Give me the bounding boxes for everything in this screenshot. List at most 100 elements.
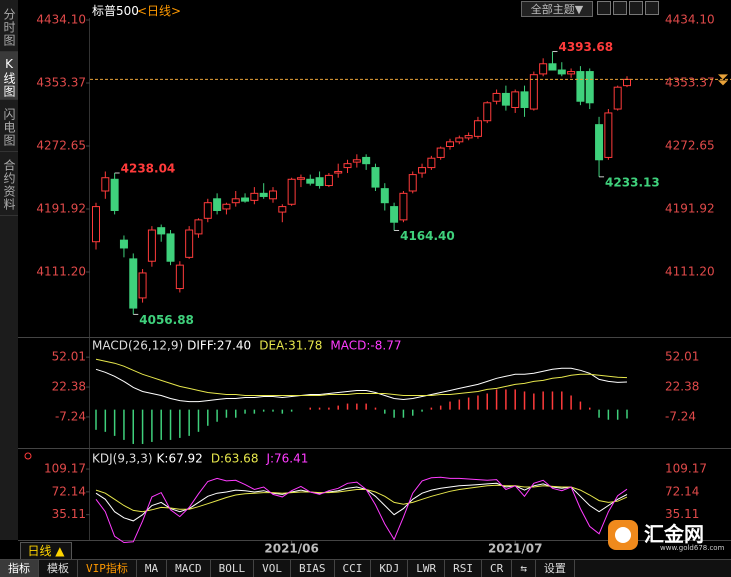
y-tick-label-right: 4191.92: [665, 202, 715, 216]
candle-body: [455, 137, 464, 143]
indicator-tab[interactable]: LWR: [408, 560, 446, 577]
indicator-tab[interactable]: MA: [137, 560, 168, 577]
indicator-tabs: 指标 模板 VIP指标 MA MACD BOLL VOL BIAS CCI KDJ LWR RSI CR…: [0, 559, 731, 577]
candle-body: [231, 198, 240, 204]
y-tick-label-right: -7.24: [665, 409, 696, 423]
candle-body: [203, 202, 212, 219]
period-button[interactable]: 日线 ▲: [20, 542, 72, 560]
kdj-marker: [24, 452, 32, 460]
candle-body: [213, 198, 222, 212]
theme-button[interactable]: 全部主题▼: [521, 1, 593, 17]
indicator-line: [95, 482, 628, 522]
extreme-label: 4238.04: [121, 162, 176, 176]
candle-body: [473, 120, 482, 137]
y-tick-label: 4111.20: [36, 265, 86, 279]
icon-button[interactable]: [645, 1, 659, 15]
indicator-tab[interactable]: 设置: [536, 560, 575, 577]
sidebar-tab[interactable]: K线图: [0, 52, 18, 100]
y-tick-label: 72.14: [52, 484, 86, 498]
logo-mark: [608, 520, 638, 550]
y-tick-label: 52.01: [52, 350, 86, 364]
candle-body: [138, 272, 147, 299]
icon-button[interactable]: [613, 1, 627, 15]
indicator-tab[interactable]: MACD: [167, 560, 211, 577]
candle-body: [343, 163, 352, 169]
y-tick-label: 4353.37: [36, 75, 86, 89]
indicator-tab[interactable]: BOLL: [211, 560, 255, 577]
indicator-line: [95, 484, 628, 513]
period-label[interactable]: <日线>: [137, 4, 182, 18]
candle-body: [557, 69, 566, 75]
extreme-label: 4393.68: [558, 40, 613, 54]
indicator-tab[interactable]: CCI: [335, 560, 372, 577]
indicator-line: [95, 358, 628, 396]
candle-body: [604, 112, 613, 158]
sidebar-tab[interactable]: 合约资料: [0, 152, 18, 216]
candle-body: [222, 203, 231, 210]
legend-entry: K:67.92: [157, 452, 203, 466]
sidebar-tab[interactable]: 闪电图: [0, 100, 18, 152]
legend-entry: DIFF:27.40: [187, 339, 251, 353]
candle-body: [483, 102, 492, 122]
sidebar-fill: [0, 216, 18, 540]
candle-body: [399, 192, 408, 221]
logo-url: www.gold678.com: [660, 544, 725, 552]
sidebar-tab[interactable]: 分时图: [0, 0, 18, 52]
y-tick-label-right: 4111.20: [665, 265, 715, 279]
candle-body: [464, 135, 473, 139]
indicator-tab[interactable]: 指标: [0, 560, 39, 577]
y-tick-label: 4191.92: [36, 202, 86, 216]
legend-entry: D:63.68: [211, 452, 259, 466]
x-tick-label: 2021/07: [488, 542, 542, 556]
candle-body: [129, 258, 138, 309]
candle-body: [418, 167, 427, 174]
candle-body: [334, 170, 343, 174]
legend-entry: MACD:-8.77: [330, 339, 401, 353]
x-tick-label: 2021/06: [264, 542, 318, 556]
indicator-tab[interactable]: VIP指标: [78, 560, 137, 577]
candle-body: [194, 219, 203, 235]
candle-body: [306, 178, 315, 184]
icon-button[interactable]: [629, 1, 643, 15]
candle-body: [119, 239, 128, 249]
candle-body: [296, 177, 305, 180]
candle-body: [529, 74, 538, 110]
indicator-tab[interactable]: BIAS: [291, 560, 335, 577]
candle-body: [259, 192, 268, 197]
candle-body: [436, 147, 445, 158]
candle-body: [380, 188, 389, 204]
y-tick-label-right: 52.01: [665, 350, 699, 364]
indicator-tab[interactable]: ⇆: [512, 560, 536, 577]
indicator-tab[interactable]: RSI: [445, 560, 482, 577]
y-tick-label-right: 72.14: [665, 484, 699, 498]
candle-body: [390, 206, 399, 223]
y-tick-label-right: 4272.65: [665, 138, 715, 152]
candle-body: [576, 71, 585, 102]
candle-body: [623, 78, 631, 87]
legend-entry: J:76.41: [265, 452, 308, 466]
y-tick-label-right: 35.11: [665, 507, 699, 521]
candle-body: [539, 63, 548, 75]
indicator-tab[interactable]: CR: [482, 560, 513, 577]
extreme-label: 4164.40: [400, 229, 455, 243]
candle-body: [250, 192, 259, 201]
candle-body: [278, 206, 287, 213]
indicator-tab[interactable]: KDJ: [371, 560, 409, 577]
candle-body: [427, 157, 436, 169]
symbol: 标普500: [92, 4, 139, 18]
candle-body: [352, 159, 361, 163]
y-tick-label: 4272.65: [36, 138, 86, 152]
candle-body: [492, 92, 501, 102]
extreme-label: 4056.88: [139, 313, 194, 327]
indicator-tab[interactable]: VOL: [254, 560, 291, 577]
icon-button[interactable]: [597, 1, 611, 15]
indicator-line: [95, 476, 628, 544]
indicator-line: [95, 367, 628, 403]
candle-body: [324, 174, 333, 187]
logo: 汇金网 www.gold678.com: [608, 518, 726, 556]
candle-body: [613, 86, 622, 110]
indicator-tab[interactable]: 模板: [39, 560, 78, 577]
candle-body: [147, 229, 156, 262]
extreme-label: 4233.13: [605, 175, 660, 189]
